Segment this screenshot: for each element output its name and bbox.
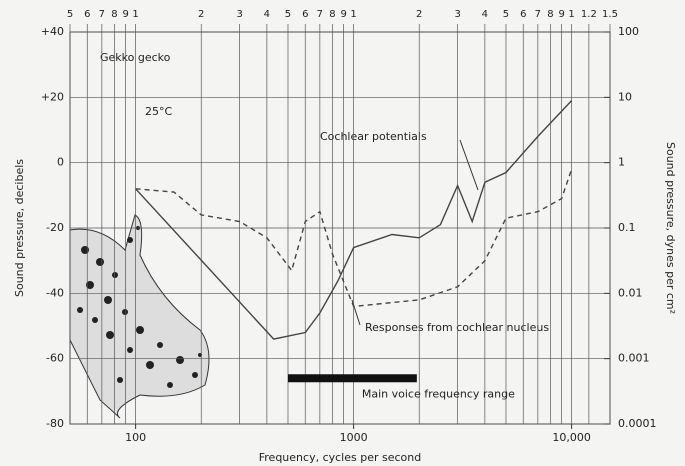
x2-tick-label: 5 [67, 9, 73, 20]
x2-tick-label: 7 [99, 9, 105, 20]
x2-tick-label: 1.5 [602, 9, 618, 20]
x2-tick-label: 2 [198, 9, 204, 20]
x2-tick-label: 6 [302, 9, 308, 20]
x2-tick-label: 1 [568, 9, 574, 20]
x2-tick-label: 4 [482, 9, 488, 20]
x-tick-label: 1000 [340, 431, 368, 444]
x-axis-label: Frequency, cycles per second [259, 451, 421, 464]
x2-tick-label: 1 [132, 9, 138, 20]
annotation-pointer [459, 139, 479, 191]
series-label: Responses from cochlear nucleus [365, 321, 549, 334]
x2-tick-label: 3 [236, 9, 242, 20]
series-line [135, 168, 573, 308]
y2-tick-label: 0.1 [618, 221, 636, 234]
x2-tick-label: 3 [454, 9, 460, 20]
y-tick-label: +40 [41, 25, 64, 38]
x2-tick-label: 1 [350, 9, 356, 20]
x2-tick-label: 1.2 [581, 9, 597, 20]
voice-range-bar [287, 374, 417, 383]
y-tick-label: -80 [46, 417, 64, 430]
x-tick-label: 10,000 [552, 431, 591, 444]
x2-tick-label: 5 [285, 9, 291, 20]
annotation: 25°C [145, 105, 172, 118]
y2-tick-label: 0.01 [618, 286, 643, 299]
series-line [135, 100, 573, 340]
y2-tick-label: 1 [618, 156, 625, 169]
x2-tick-label: 5 [503, 9, 509, 20]
x2-tick-label: 6 [520, 9, 526, 20]
y-tick-label: -40 [46, 286, 64, 299]
y2-tick-label: 0.0001 [618, 417, 657, 430]
y-tick-label: +20 [41, 90, 64, 103]
x2-tick-label: 6 [84, 9, 90, 20]
voice-range-label: Main voice frequency range [362, 387, 515, 400]
x2-tick-label: 7 [317, 9, 323, 20]
x2-tick-label: 9 [122, 9, 128, 20]
x2-tick-label: 8 [329, 9, 335, 20]
y2-tick-label: 100 [618, 25, 639, 38]
x2-tick-label: 8 [111, 9, 117, 20]
gecko-illustration [69, 214, 210, 419]
x2-tick-label: 9 [558, 9, 564, 20]
series-label: Cochlear potentials [320, 130, 427, 143]
y-tick-label: -60 [46, 352, 64, 365]
y-tick-label: -20 [46, 221, 64, 234]
y2-tick-label: 10 [618, 90, 632, 103]
y-axis-label: Sound pressure, decibels [13, 159, 26, 297]
y-tick-label: 0 [57, 156, 64, 169]
y2-axis-label: Sound pressure, dynes per cm² [664, 142, 677, 314]
x2-tick-label: 9 [340, 9, 346, 20]
y2-tick-label: 0.001 [618, 352, 650, 365]
x2-tick-label: 8 [547, 9, 553, 20]
x2-tick-label: 7 [535, 9, 541, 20]
x-tick-label: 100 [125, 431, 146, 444]
x2-tick-label: 4 [264, 9, 270, 20]
x2-tick-label: 2 [416, 9, 422, 20]
